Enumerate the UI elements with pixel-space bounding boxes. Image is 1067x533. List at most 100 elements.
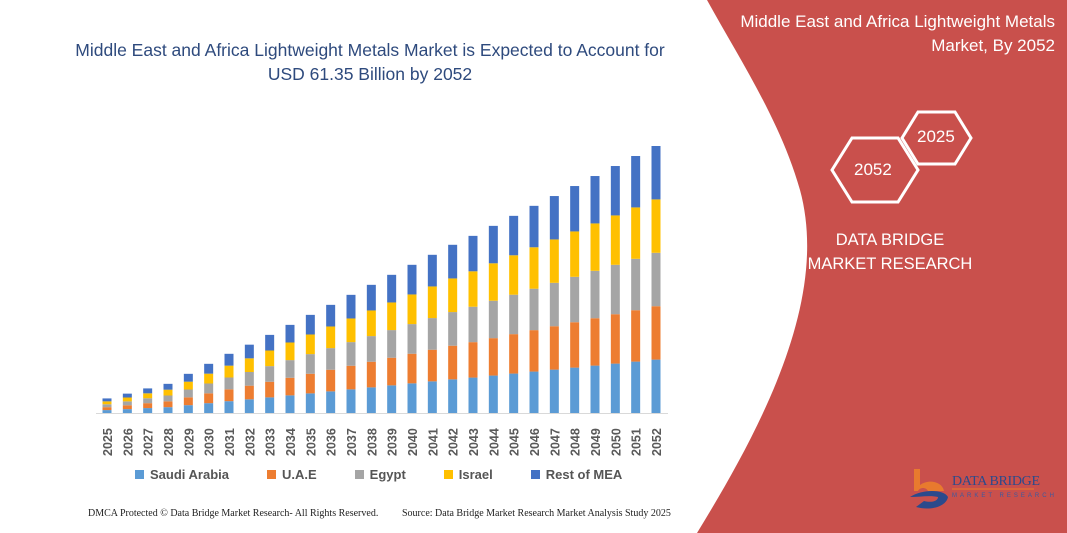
- bar-saudi-arabia-2050: [610, 363, 620, 413]
- bar-u-a-e-2025: [102, 407, 112, 411]
- logo-text: DATA BRIDGE: [952, 474, 1040, 489]
- bar-egypt-2047: [549, 282, 559, 327]
- bar-egypt-2043: [468, 306, 478, 343]
- bar-rest-of-mea-2036: [326, 304, 336, 327]
- side-panel-title: Middle East and Africa Lightweight Metal…: [740, 12, 1055, 55]
- x-tick-label: 2052: [650, 428, 664, 456]
- bar-saudi-arabia-2045: [509, 373, 519, 413]
- bar-u-a-e-2051: [631, 310, 641, 362]
- bar-saudi-arabia-2030: [204, 403, 214, 413]
- logo-subtext: MARKET RESEARCH: [952, 493, 1057, 499]
- bar-egypt-2028: [163, 395, 173, 402]
- x-tick-label: 2046: [528, 428, 542, 456]
- legend-swatch: [354, 470, 364, 479]
- bar-egypt-2037: [346, 342, 356, 366]
- footer-copyright: DMCA Protected © Data Bridge Market Rese…: [88, 508, 379, 519]
- legend-label: U.A.E: [281, 467, 317, 482]
- legend-swatch: [266, 470, 276, 479]
- bar-u-a-e-2035: [305, 373, 315, 394]
- bar-u-a-e-2040: [407, 353, 417, 384]
- bar-u-a-e-2032: [244, 385, 254, 400]
- bar-saudi-arabia-2035: [305, 393, 315, 413]
- bar-u-a-e-2027: [143, 403, 153, 409]
- bar-rest-of-mea-2039: [387, 274, 397, 303]
- bar-egypt-2026: [122, 401, 132, 406]
- bar-u-a-e-2039: [387, 357, 397, 386]
- bar-israel-2043: [468, 271, 478, 307]
- bar-rest-of-mea-2041: [427, 254, 437, 287]
- bar-saudi-arabia-2033: [265, 397, 275, 413]
- bar-u-a-e-2034: [285, 377, 295, 396]
- bar-u-a-e-2041: [427, 349, 437, 382]
- legend-label: Saudi Arabia: [150, 467, 229, 482]
- bar-israel-2029: [183, 381, 193, 390]
- hexagon-2052: [830, 136, 920, 204]
- legend-item: Rest of MEA: [530, 467, 622, 482]
- bar-egypt-2039: [387, 330, 397, 358]
- x-tick-label: 2033: [264, 428, 278, 456]
- bar-egypt-2031: [224, 377, 234, 390]
- bar-israel-2042: [448, 278, 458, 313]
- bar-rest-of-mea-2050: [610, 166, 620, 216]
- legend-label: Egypt: [369, 467, 406, 482]
- x-tick-label: 2049: [589, 428, 603, 456]
- bar-israel-2030: [204, 373, 214, 384]
- x-tick-label: 2026: [121, 428, 135, 456]
- bar-israel-2050: [610, 215, 620, 265]
- bar-saudi-arabia-2040: [407, 383, 417, 413]
- bar-rest-of-mea-2049: [590, 176, 600, 224]
- bar-saudi-arabia-2037: [346, 389, 356, 413]
- bar-israel-2033: [265, 350, 275, 367]
- bar-egypt-2032: [244, 372, 254, 386]
- legend-item: Saudi Arabia: [135, 467, 229, 482]
- x-tick-label: 2028: [162, 428, 176, 456]
- bar-rest-of-mea-2042: [448, 244, 458, 279]
- bar-u-a-e-2029: [183, 397, 193, 406]
- bar-israel-2032: [244, 358, 254, 373]
- bar-rest-of-mea-2034: [285, 324, 295, 343]
- bar-saudi-arabia-2038: [366, 387, 376, 413]
- bar-rest-of-mea-2030: [204, 363, 214, 374]
- bar-israel-2037: [346, 318, 356, 343]
- stacked-bar-chart: 2025 2026 2027 2028 2029 2030 2031 2032 2033 2034…: [96, 146, 668, 456]
- bar-israel-2031: [224, 365, 234, 378]
- bar-egypt-2036: [326, 348, 336, 370]
- bar-rest-of-mea-2052: [651, 146, 661, 200]
- data-bridge-logo-icon: [910, 469, 1034, 509]
- bar-egypt-2025: [102, 404, 112, 408]
- bar-israel-2038: [366, 310, 376, 337]
- bar-rest-of-mea-2046: [529, 205, 539, 248]
- x-tick-label: 2031: [223, 428, 237, 456]
- bar-u-a-e-2030: [204, 393, 214, 404]
- bar-israel-2046: [529, 247, 539, 289]
- bar-u-a-e-2028: [163, 401, 173, 408]
- x-tick-label: 2036: [325, 428, 339, 456]
- x-tick-label: 2040: [406, 428, 420, 456]
- bar-egypt-2049: [590, 270, 600, 319]
- bar-saudi-arabia-2036: [326, 391, 336, 413]
- bar-egypt-2044: [488, 300, 498, 339]
- bar-saudi-arabia-2039: [387, 385, 397, 413]
- x-tick-label: 2042: [447, 428, 461, 456]
- bar-israel-2044: [488, 263, 498, 301]
- bar-saudi-arabia-2048: [570, 367, 580, 413]
- bar-egypt-2051: [631, 258, 641, 311]
- bar-rest-of-mea-2029: [183, 373, 193, 382]
- x-tick-label: 2041: [426, 428, 440, 456]
- hex-label-2052: 2052: [854, 160, 892, 179]
- bar-saudi-arabia-2031: [224, 401, 234, 413]
- page-title: Middle East and Africa Lightweight Metal…: [75, 40, 665, 84]
- bar-saudi-arabia-2027: [143, 408, 153, 413]
- bar-israel-2025: [102, 401, 112, 405]
- bar-israel-2051: [631, 207, 641, 259]
- x-tick-label: 2038: [365, 428, 379, 456]
- brand-text: DATA BRIDGE MARKET RESEARCH: [807, 231, 973, 273]
- bar-israel-2041: [427, 286, 437, 319]
- bar-rest-of-mea-2051: [631, 156, 641, 208]
- bar-saudi-arabia-2029: [183, 405, 193, 413]
- bar-israel-2027: [143, 393, 153, 399]
- bar-rest-of-mea-2045: [509, 215, 519, 256]
- hexagon-2025: [900, 110, 973, 166]
- bar-israel-2034: [285, 342, 295, 361]
- bar-rest-of-mea-2047: [549, 196, 559, 240]
